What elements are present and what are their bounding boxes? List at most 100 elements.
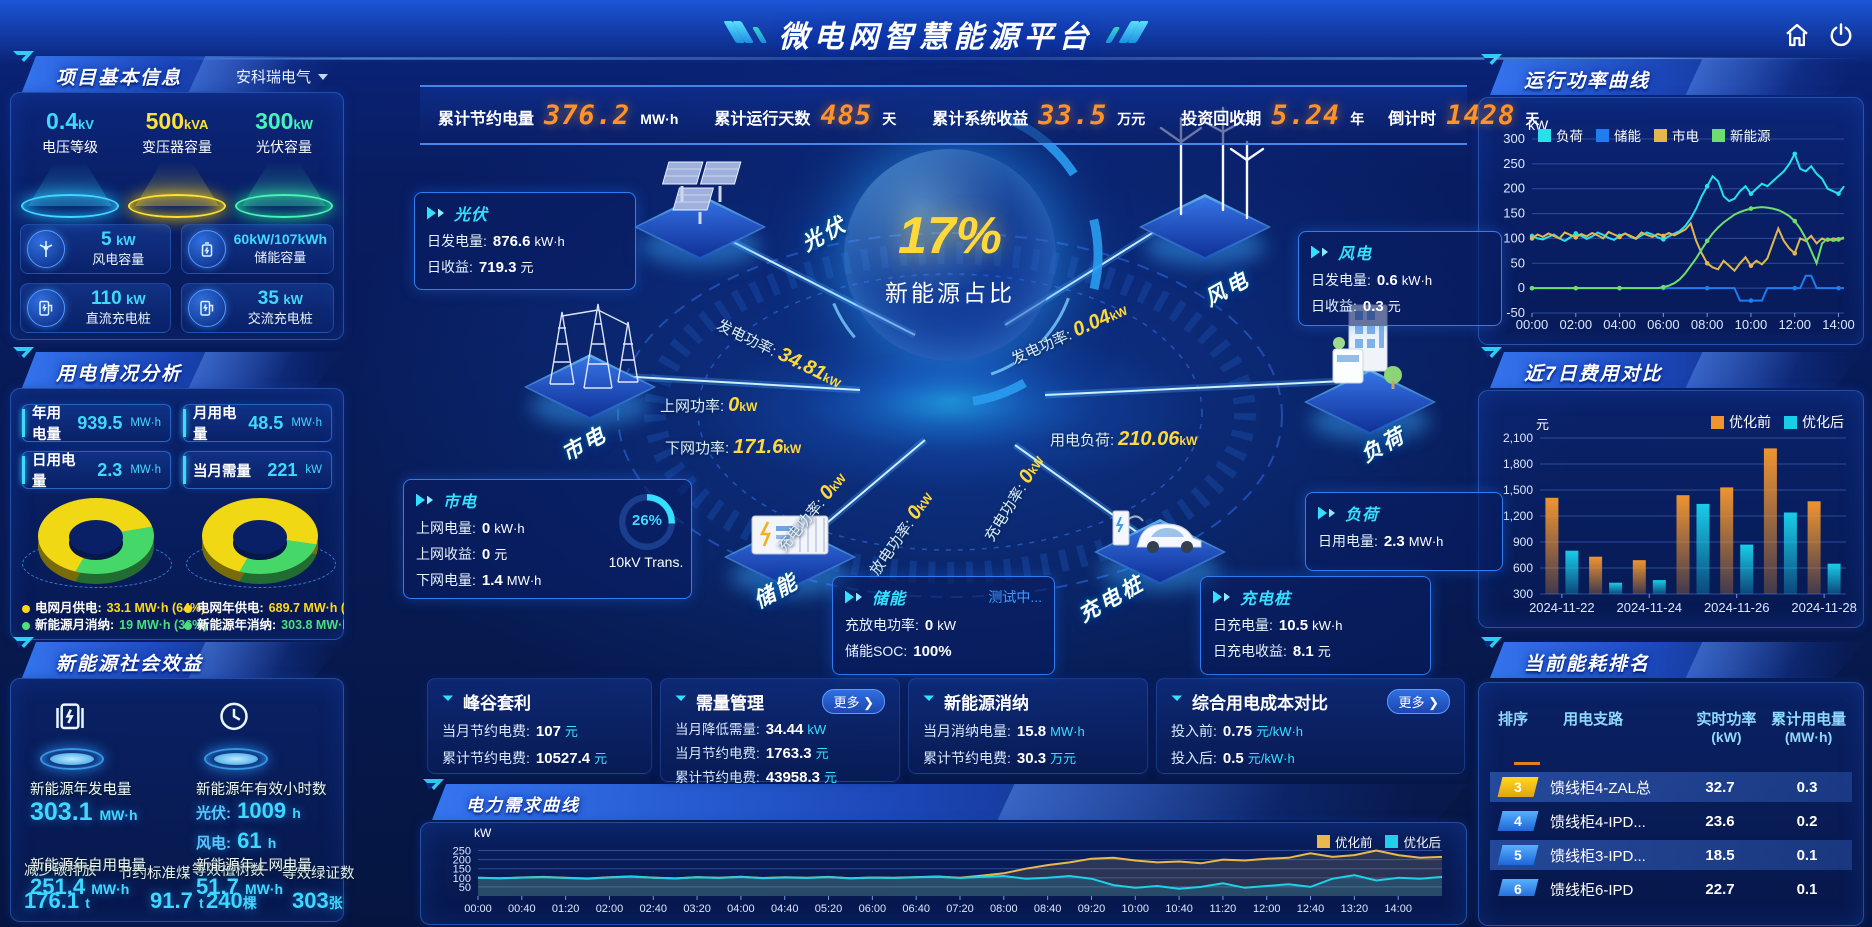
table-row[interactable]: 4 馈线柜4-IPD... 23.6 0.2: [1490, 806, 1852, 836]
value-certs: 303张: [292, 888, 343, 913]
label-year-generation: 新能源年发电量: [30, 782, 132, 798]
more-button[interactable]: 更多 ❯: [822, 689, 885, 714]
node-grid[interactable]: [524, 270, 656, 426]
node-charger[interactable]: [1094, 465, 1226, 591]
center-sphere: [844, 149, 1056, 361]
card-corner-icon: [1171, 695, 1182, 701]
value-wind-hours: 风电: 61 h: [196, 828, 277, 853]
card-corner-icon: [675, 695, 686, 701]
legend-item: 优化后: [1385, 832, 1441, 851]
svg-text:2024-11-28: 2024-11-28: [1791, 600, 1857, 615]
transformer-load-percent: 26%: [631, 512, 663, 529]
panel-title: 近7日费用对比: [1524, 364, 1663, 385]
rank-badge: 3: [1497, 777, 1539, 797]
svg-text:元: 元: [1536, 417, 1549, 432]
legend-item: 负荷: [1538, 125, 1583, 145]
svg-text:2024-11-24: 2024-11-24: [1617, 600, 1683, 615]
charger-icon: [27, 289, 65, 327]
panel-corner-icon: [423, 779, 444, 790]
transformer-label: 10kV Trans.: [608, 554, 684, 570]
svg-text:12:00: 12:00: [1778, 317, 1811, 332]
home-icon[interactable]: [1782, 20, 1812, 50]
table-row[interactable]: 6 馈线柜6-IPD 22.7 0.1: [1490, 874, 1852, 896]
legend-item: 新能源: [1712, 125, 1771, 145]
kpi-payback: 投资回收期 5.24 年 倒计时 1428 天: [1181, 99, 1540, 131]
svg-text:150: 150: [1503, 206, 1525, 221]
power-icon[interactable]: [1826, 20, 1856, 50]
svg-text:kW: kW: [474, 826, 492, 840]
svg-text:300: 300: [1503, 131, 1525, 146]
card-ac-charger: 35 kW 交流充电桩: [180, 283, 334, 333]
company-name: 安科瑞电气: [235, 69, 311, 86]
svg-text:10:40: 10:40: [1165, 903, 1193, 915]
transformer-ring: [619, 494, 675, 550]
panel-corner-icon: [13, 51, 34, 62]
svg-text:11:20: 11:20: [1210, 903, 1237, 915]
light-cone: [242, 162, 326, 206]
legend-item: 优化后: [1784, 412, 1844, 432]
card-corner-icon: [442, 695, 453, 701]
panel-energy-ranking: 当前能耗排名 排序 用电支路 实时功率 (kW) 累计用电量 (MW·h) 3 馈线…: [1478, 637, 1864, 927]
renewable-percent-label: 新能源占比: [885, 280, 1015, 306]
svg-text:2024-11-22: 2024-11-22: [1529, 600, 1595, 615]
panel-title: 新能源社会效益: [56, 654, 204, 675]
wind-turbine-icon: [27, 230, 65, 268]
card-peak-valley: 峰谷套利 当月节约电费: 107 元 累计节约电费: 10527.4 元: [427, 678, 652, 774]
svg-text:07:20: 07:20: [946, 903, 974, 915]
rank-badge: 5: [1497, 845, 1539, 865]
kpi-total-income: 累计系统收益 33.5 万元: [932, 99, 1146, 131]
svg-text:-50: -50: [1506, 305, 1525, 320]
stat-transformer-capacity: 500kVA 变压器容量: [125, 108, 229, 218]
chevrons-icon: [416, 493, 425, 507]
infobox-storage: 储能 测试中... 充放电功率: 0 kW 储能SOC: 100%: [832, 576, 1055, 675]
legend-item: 优化前: [1316, 832, 1372, 851]
label-coal-saved: 节约标准煤: [118, 866, 191, 882]
svg-text:02:00: 02:00: [596, 903, 624, 915]
label-carbon-reduction: 减少碳排放: [24, 863, 97, 879]
table-row[interactable]: 3 馈线柜4-ZAL总 32.7 0.3: [1490, 772, 1852, 802]
svg-text:04:40: 04:40: [771, 903, 799, 915]
rank-badge: 4: [1497, 811, 1539, 831]
svg-text:2,100: 2,100: [1503, 431, 1533, 445]
svg-text:12:40: 12:40: [1297, 903, 1325, 915]
table-row[interactable]: 5 馈线柜3-IPD... 18.5 0.1: [1490, 840, 1852, 870]
page-title: 微电网智慧能源平台: [778, 21, 1094, 54]
spotlight-stats: 0.4kV 电压等级 500kVA 变压器容量 300kW 光伏容量: [18, 108, 336, 218]
donut-month: [22, 496, 172, 600]
svg-text:06:00: 06:00: [1647, 317, 1680, 332]
stat-month-usage: 月用电量 48.5 MW·h: [183, 404, 332, 443]
solar-panels-icon: [661, 161, 742, 224]
svg-text:12:00: 12:00: [1253, 903, 1281, 915]
company-select[interactable]: 安科瑞电气: [236, 66, 328, 87]
more-button[interactable]: 更多 ❯: [1387, 689, 1450, 714]
panel-title: 运行功率曲线: [1524, 71, 1651, 92]
panel-title: 项目基本信息: [56, 68, 183, 89]
panel-demand-curve: 电力需求曲线 50 100 150 200 250 kW 00:00 00:40 01:20 02…: [420, 779, 1467, 927]
panel-usage-analysis: 用电情况分析 年用电量 939.5 MW·h 月用电量 48.5 MW·h 日用电量 2.…: [10, 347, 344, 640]
demand-curve-legend: 优化前 优化后: [1316, 832, 1441, 851]
storage-status: 测试中...: [988, 589, 1042, 605]
renewable-percent: 17%: [897, 207, 1003, 265]
stat-month-demand: 当月需量 221 kW: [183, 451, 332, 489]
kpi-energy-saved: 累计节约电量 376.2 MW·h: [438, 99, 679, 131]
value-coal: 91.7 t: [150, 888, 204, 913]
svg-text:100: 100: [1503, 230, 1525, 245]
legend-item: 市电: [1654, 125, 1699, 145]
node-pv[interactable]: [634, 130, 766, 266]
svg-text:2024-11-26: 2024-11-26: [1704, 600, 1770, 615]
svg-text:150: 150: [453, 864, 471, 876]
glow-base: [235, 194, 333, 218]
svg-text:250: 250: [453, 846, 471, 858]
infobox-charger: 充电桩 日充电量: 10.5 kW·h 日充电收益: 8.1 元: [1200, 576, 1431, 675]
label-self-use: 新能源年自用电量: [30, 858, 146, 874]
panel-corner-icon: [1481, 637, 1502, 648]
card-corner-icon: [923, 695, 934, 701]
charger-icon: [187, 289, 226, 327]
value-self-use: 251.4 MW·h: [30, 874, 130, 899]
chevron-down-icon: [318, 73, 328, 80]
light-cone: [135, 162, 219, 206]
node-wind[interactable]: [1139, 80, 1271, 266]
rank-badge: 6: [1497, 879, 1539, 896]
